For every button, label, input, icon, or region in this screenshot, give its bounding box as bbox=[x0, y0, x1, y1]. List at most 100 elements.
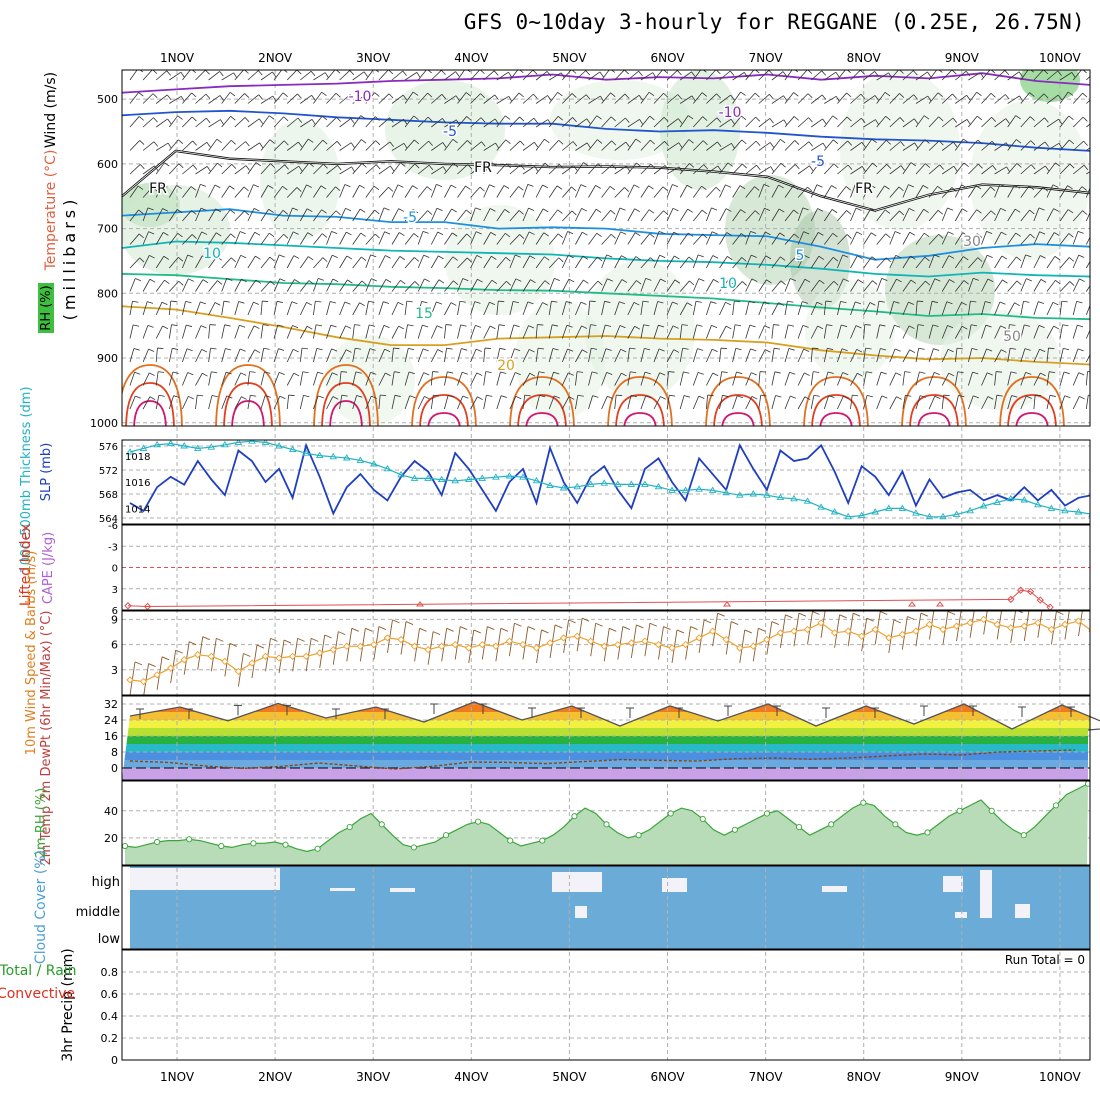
wind-barb bbox=[509, 140, 521, 151]
wind-barb bbox=[758, 94, 770, 104]
wind-barb bbox=[466, 140, 472, 145]
wind-barb bbox=[782, 71, 788, 77]
wind10-barb bbox=[387, 619, 393, 653]
wind-barb bbox=[716, 93, 721, 99]
dewpoint-line bbox=[129, 749, 1076, 770]
wind-barb bbox=[259, 142, 264, 149]
wind-barb bbox=[299, 184, 307, 198]
wind-barb bbox=[234, 165, 247, 175]
y-tick-label: 1018 bbox=[125, 452, 150, 463]
wind-barb bbox=[155, 162, 165, 175]
wind-barb bbox=[444, 371, 448, 386]
wind-barb bbox=[735, 347, 742, 351]
wind-barb bbox=[169, 71, 182, 81]
day-label-bottom: 7NOV bbox=[749, 1070, 784, 1084]
wind-barb bbox=[666, 349, 675, 363]
wind10-marker bbox=[912, 627, 920, 635]
wind-barb bbox=[896, 396, 902, 400]
wind-barb bbox=[147, 207, 154, 211]
wind-barb bbox=[155, 256, 165, 269]
wind-barb bbox=[436, 207, 443, 212]
wind-barb bbox=[339, 371, 342, 386]
wind-barb bbox=[378, 279, 387, 292]
wind-barb bbox=[178, 256, 184, 262]
wind-barb bbox=[683, 371, 690, 374]
wind-barb bbox=[1007, 71, 1020, 81]
wind-barb bbox=[808, 141, 814, 147]
wind-barb bbox=[142, 93, 154, 104]
wind-barb bbox=[453, 162, 459, 168]
wind-barb bbox=[470, 93, 481, 104]
wind-barb bbox=[484, 347, 491, 349]
wind-barb bbox=[928, 278, 936, 292]
wind-barb bbox=[894, 231, 901, 235]
wind-barb bbox=[1033, 93, 1045, 104]
rh-marker bbox=[218, 842, 225, 850]
wind-barb bbox=[966, 95, 971, 101]
wind-barb bbox=[230, 139, 236, 145]
wind-barb bbox=[1059, 91, 1069, 104]
wind-barb bbox=[1046, 348, 1049, 363]
wind-barb bbox=[1082, 116, 1088, 122]
wind-barb bbox=[837, 396, 844, 410]
wind-barb bbox=[496, 209, 505, 222]
thickness-slp-series bbox=[126, 440, 1090, 520]
wind-barb bbox=[216, 138, 222, 144]
wind-barb bbox=[928, 301, 933, 316]
wind-barb bbox=[797, 279, 806, 292]
wind-barb bbox=[208, 371, 212, 386]
wind-barb bbox=[135, 395, 141, 399]
wind-barb bbox=[837, 372, 844, 386]
wind-barb bbox=[335, 210, 341, 216]
ylabel-temperature: Temperature (°C) bbox=[43, 150, 59, 272]
day-label-bottom: 8NOV bbox=[847, 1070, 882, 1084]
wind-barb bbox=[182, 140, 193, 151]
day-label-bottom: 9NOV bbox=[945, 1070, 980, 1084]
isotherm-contour bbox=[125, 382, 175, 426]
wind-barb bbox=[899, 210, 905, 216]
wind-barb bbox=[493, 70, 499, 76]
wind-barb bbox=[692, 254, 699, 269]
wind-barb bbox=[138, 209, 144, 214]
wind-barb bbox=[378, 349, 385, 363]
wind-barb bbox=[208, 348, 211, 363]
wind-barb bbox=[292, 348, 299, 353]
wind10-barb bbox=[134, 661, 143, 666]
wind-barb bbox=[171, 324, 178, 327]
wind-barb bbox=[870, 208, 876, 213]
wind10-marker bbox=[546, 639, 554, 647]
wind-barb bbox=[129, 164, 141, 175]
wind-barb bbox=[686, 302, 693, 307]
wind-barb bbox=[900, 165, 905, 171]
wind-barb bbox=[580, 301, 587, 305]
wind-barb bbox=[732, 72, 745, 81]
wind-barb bbox=[797, 372, 805, 386]
wind-barb bbox=[378, 165, 391, 175]
wind-barb bbox=[491, 279, 498, 285]
wind-barb bbox=[554, 395, 560, 399]
wind-barb bbox=[941, 117, 954, 128]
wind-barb bbox=[664, 141, 669, 147]
wind-barb bbox=[389, 141, 394, 147]
wind-barb bbox=[1059, 163, 1071, 175]
wind-barb bbox=[557, 233, 564, 238]
wind-barb bbox=[771, 256, 781, 269]
wind-barb bbox=[841, 324, 848, 328]
wind-barb bbox=[272, 95, 277, 102]
day-label-bottom: 6NOV bbox=[650, 1070, 685, 1084]
wind-barb bbox=[992, 165, 997, 171]
wind-barb bbox=[627, 348, 630, 363]
wind-barb bbox=[693, 116, 703, 128]
wind-barb bbox=[1020, 70, 1029, 81]
wind-barb bbox=[649, 115, 655, 121]
wind-barb bbox=[217, 162, 223, 168]
thickness-marker bbox=[221, 440, 229, 448]
wind-barb bbox=[1033, 165, 1046, 175]
wind-barb bbox=[244, 117, 250, 123]
rh-marker bbox=[154, 838, 161, 846]
wind-barb bbox=[904, 371, 911, 373]
wind10-barb bbox=[1002, 606, 1009, 609]
wind-barb bbox=[444, 208, 452, 222]
wind-barb bbox=[378, 301, 384, 316]
wind-barb bbox=[701, 185, 707, 191]
